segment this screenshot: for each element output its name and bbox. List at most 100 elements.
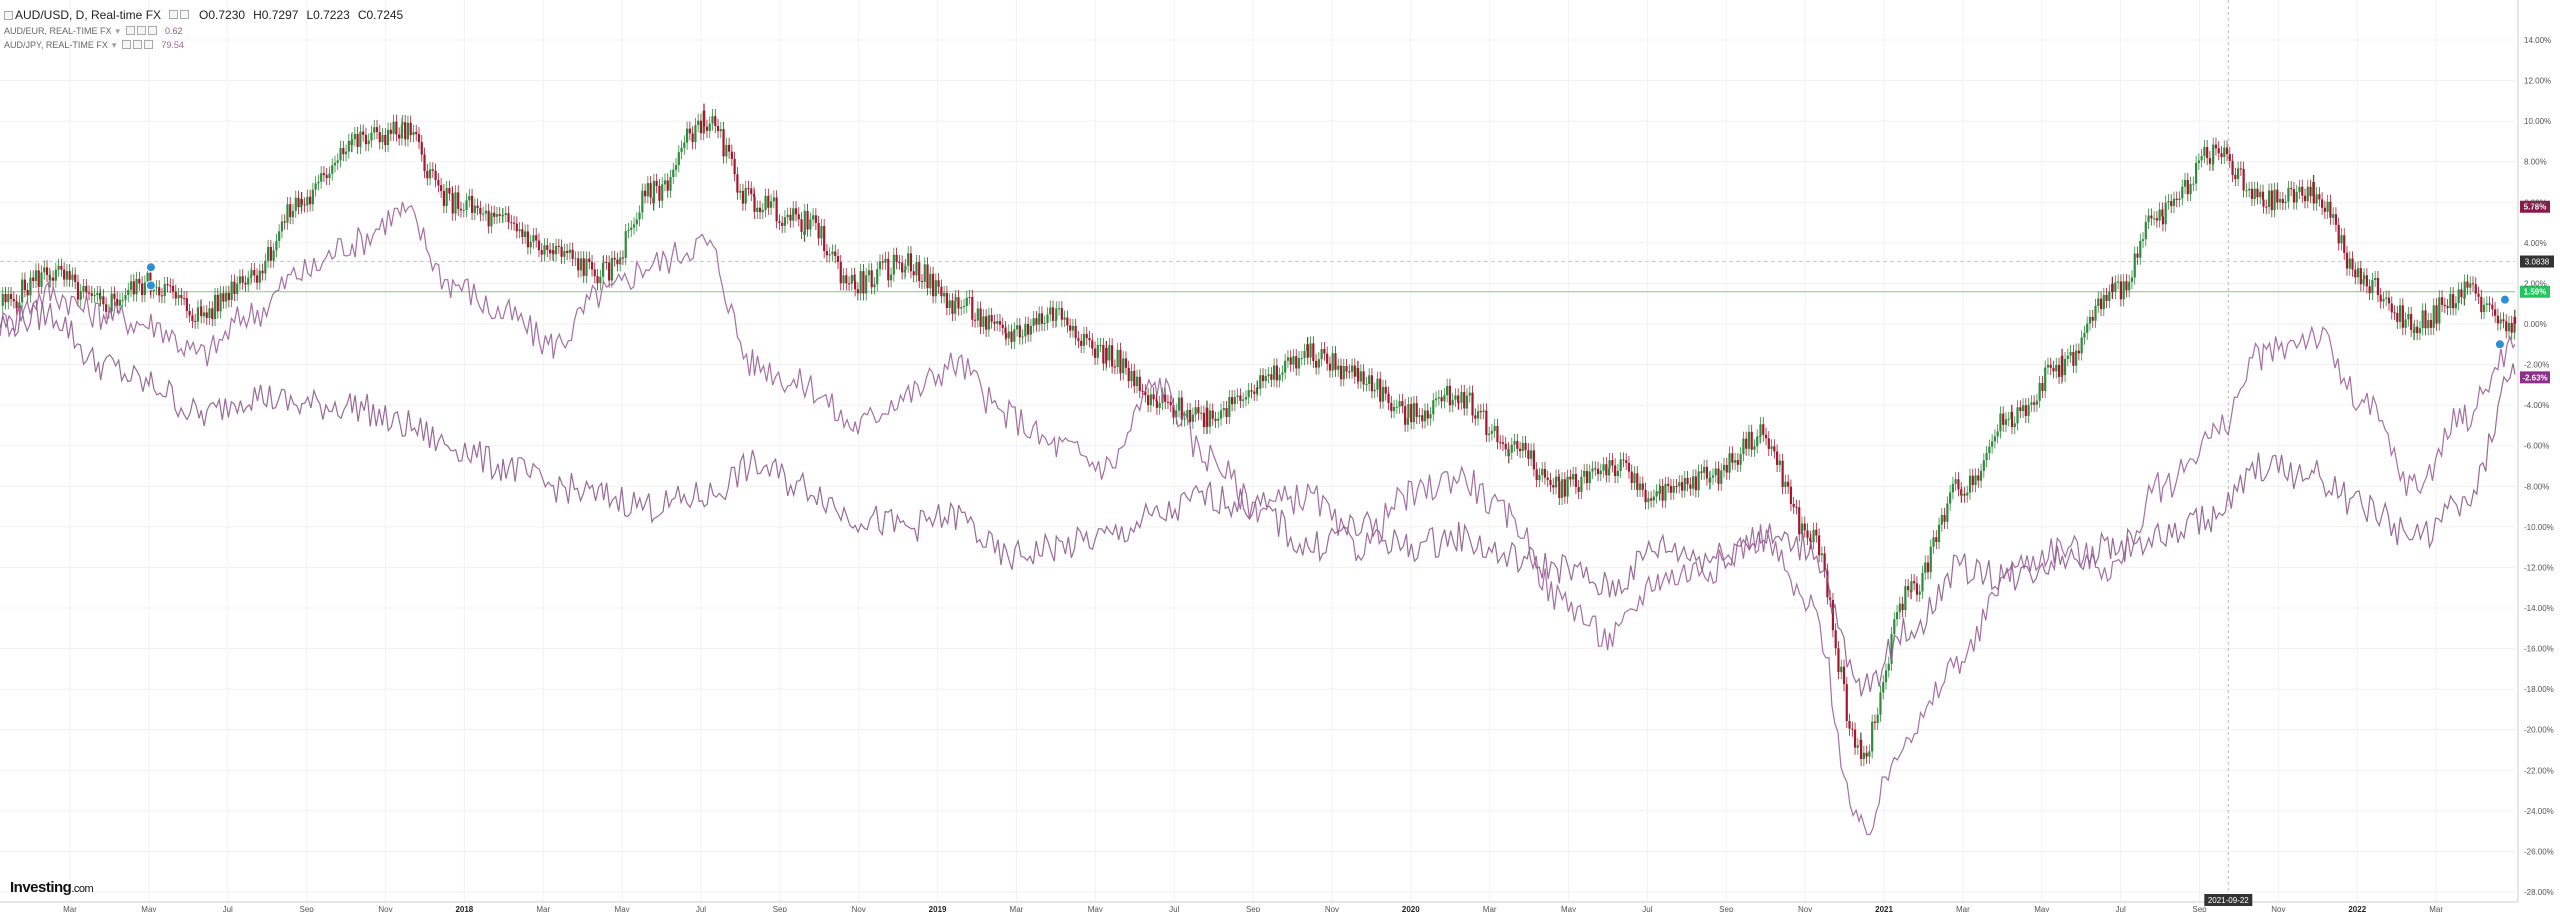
candle-body bbox=[2513, 316, 2517, 324]
candle-body bbox=[557, 245, 560, 247]
eye-icon[interactable] bbox=[180, 10, 190, 19]
candle-body bbox=[862, 271, 865, 294]
legend-overlay-row[interactable]: AUD/JPY, REAL-TIME FX ▾ 79.54 bbox=[4, 39, 184, 50]
candle-body bbox=[182, 298, 186, 300]
candle-body bbox=[442, 191, 445, 206]
candle-body bbox=[2368, 286, 2371, 294]
candle-body bbox=[1803, 523, 1806, 531]
candle-body bbox=[2407, 313, 2410, 320]
eye-icon[interactable] bbox=[122, 39, 132, 49]
candle-body bbox=[1144, 391, 1147, 396]
candle-body bbox=[2449, 294, 2452, 309]
candle-body bbox=[954, 297, 957, 302]
candle-body bbox=[63, 269, 66, 280]
candle-body bbox=[797, 214, 800, 220]
candle-body bbox=[2312, 181, 2315, 204]
candle-body bbox=[1585, 470, 1589, 484]
candle-body bbox=[2496, 315, 2499, 324]
candle-body bbox=[895, 254, 898, 262]
candle-body bbox=[2315, 194, 2318, 204]
candle-body bbox=[146, 272, 149, 283]
candle-body bbox=[1963, 493, 1966, 496]
brand-suffix: .com bbox=[71, 883, 94, 895]
candle-body bbox=[1359, 371, 1362, 382]
candle-body bbox=[1040, 313, 1044, 324]
y-tick-label: -10.00% bbox=[2524, 523, 2554, 532]
candle-body bbox=[1530, 450, 1533, 459]
candle-body bbox=[1638, 483, 1642, 490]
candle-body bbox=[601, 262, 605, 277]
candle-body bbox=[1527, 450, 1530, 459]
settings-icon[interactable] bbox=[137, 25, 147, 35]
candle-body bbox=[1264, 376, 1267, 382]
candle-body bbox=[532, 235, 535, 242]
candle-body bbox=[2298, 186, 2301, 192]
candle-body bbox=[79, 291, 82, 300]
candle-body bbox=[219, 293, 222, 312]
candle-body bbox=[892, 254, 895, 275]
candle-body bbox=[608, 262, 611, 281]
candle-body bbox=[1206, 407, 1209, 427]
candle-body bbox=[588, 258, 591, 263]
candle-body bbox=[1119, 349, 1122, 374]
candle-body bbox=[1021, 336, 1024, 338]
candle-body bbox=[1798, 507, 1801, 535]
candle-body bbox=[331, 165, 334, 174]
candle-body bbox=[177, 295, 180, 299]
candle-body bbox=[1742, 438, 1745, 455]
candle-body bbox=[1778, 460, 1781, 465]
candle-body bbox=[2413, 326, 2416, 333]
settings-icon[interactable] bbox=[169, 10, 179, 19]
candle-body bbox=[269, 246, 272, 261]
candle-body bbox=[180, 295, 183, 299]
close-icon[interactable] bbox=[148, 25, 158, 35]
candle-body bbox=[1968, 475, 1972, 493]
candle-body bbox=[579, 258, 583, 271]
legend-overlay-row[interactable]: AUD/EUR, REAL-TIME FX ▾ 0.62 bbox=[4, 25, 183, 36]
candle-body bbox=[574, 258, 577, 260]
legend-main-row[interactable]: AUD/USD, D, Real-time FX O0.7230 H0.7297… bbox=[4, 6, 403, 24]
close-icon[interactable] bbox=[144, 39, 154, 49]
candle-body bbox=[1448, 385, 1451, 406]
eye-icon[interactable] bbox=[126, 25, 136, 35]
candle-body bbox=[328, 173, 331, 178]
collapse-icon[interactable] bbox=[4, 10, 13, 20]
candle-body bbox=[1113, 366, 1116, 368]
candle-body bbox=[685, 128, 689, 143]
candle-body bbox=[1549, 479, 1552, 486]
candle-body bbox=[1482, 410, 1485, 413]
candle-body bbox=[568, 249, 571, 253]
candle-body bbox=[789, 214, 792, 221]
candle-body bbox=[965, 297, 968, 307]
candle-body bbox=[2030, 402, 2033, 405]
candle-body bbox=[1188, 409, 1192, 422]
candle-body bbox=[1334, 353, 1337, 370]
candle-body bbox=[1164, 394, 1167, 402]
candle-body bbox=[2077, 350, 2080, 354]
candle-body bbox=[1384, 386, 1387, 394]
candle-body bbox=[1437, 397, 1440, 399]
candle-body bbox=[1485, 410, 1488, 435]
candle-body bbox=[783, 217, 787, 226]
candle-body bbox=[1116, 349, 1119, 367]
candle-body bbox=[2083, 332, 2086, 338]
candle-body bbox=[400, 125, 403, 139]
candle-body bbox=[1560, 479, 1564, 498]
candle-body bbox=[1387, 393, 1390, 403]
candle-body bbox=[1884, 670, 1888, 683]
candle-body bbox=[663, 180, 667, 185]
candle-body bbox=[353, 133, 356, 140]
candle-body bbox=[1429, 414, 1432, 419]
candle-body bbox=[336, 160, 339, 163]
candle-body bbox=[2144, 221, 2147, 240]
candle-body bbox=[457, 192, 460, 209]
candle-body bbox=[1636, 473, 1639, 490]
candle-body bbox=[127, 289, 130, 296]
candle-body bbox=[1317, 359, 1320, 368]
settings-icon[interactable] bbox=[133, 39, 143, 49]
candle-body bbox=[2267, 190, 2271, 207]
candle-body bbox=[512, 222, 516, 224]
candle-body bbox=[140, 283, 144, 296]
candle-body bbox=[2363, 275, 2366, 280]
